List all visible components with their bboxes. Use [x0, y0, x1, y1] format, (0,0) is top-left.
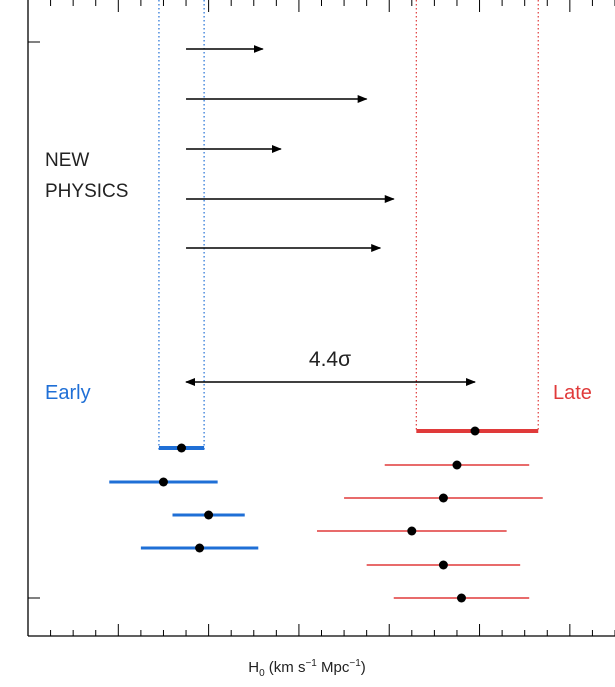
reference-bands [158, 0, 539, 452]
tension-label: 4.4σ [309, 348, 351, 371]
early-point [177, 443, 187, 453]
late-point [456, 593, 466, 603]
early-point [158, 477, 168, 487]
x-axis-label: H0 (km s−1 Mpc−1) [248, 658, 366, 679]
late-point [438, 560, 448, 570]
late-point [438, 493, 448, 503]
axes [27, 0, 615, 637]
new-physics-label-line1: NEW [45, 150, 89, 171]
new-physics-arrows [185, 45, 477, 386]
new-physics-label-line2: PHYSICS [45, 181, 128, 202]
late-point [470, 426, 480, 436]
early-point [195, 543, 205, 553]
early-point [204, 510, 214, 520]
early-region-label: Early [45, 382, 91, 404]
measurements [109, 426, 543, 603]
late-point [452, 460, 462, 470]
late-region-label: Late [553, 382, 592, 404]
late-point [407, 526, 417, 536]
